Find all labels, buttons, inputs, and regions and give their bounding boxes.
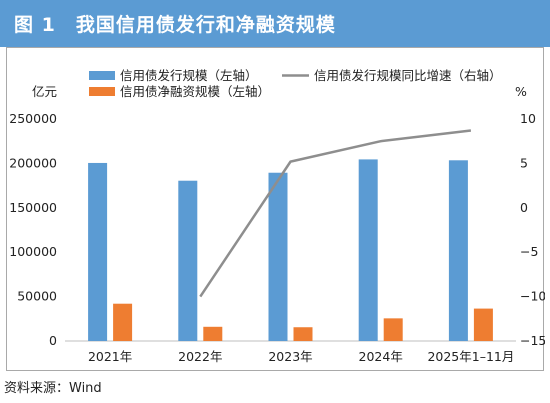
category-label: 2023年 (268, 349, 312, 364)
right-axis-unit: % (515, 84, 527, 99)
net-financing-bar (113, 303, 133, 341)
category-label: 2025年1–11月 (427, 349, 514, 364)
category-labels: 2021年 2022年 2023年 2024年 2025年1–11月 (88, 349, 514, 364)
chart: 信用债发行规模（左轴） 信用债发行规模同比增速（右轴） 信用债净融资规模（左轴）… (9, 68, 545, 364)
category-label: 2024年 (359, 349, 403, 364)
left-tick-label: 0 (49, 333, 57, 348)
legend: 信用债发行规模（左轴） 信用债发行规模同比增速（右轴） 信用债净融资规模（左轴） (89, 68, 502, 99)
left-tick-label: 150000 (9, 200, 57, 215)
legend-swatch-issuance (89, 71, 115, 80)
right-tick-label: 5 (520, 155, 528, 170)
issuance-bar (448, 160, 468, 341)
net-financing-bar (293, 327, 313, 341)
legend-label-growth: 信用债发行规模同比增速（右轴） (314, 68, 502, 83)
issuance-bar (358, 159, 378, 341)
right-tick-label: 0 (520, 200, 528, 215)
right-tick-label: 10 (520, 111, 536, 126)
chart-panel: 信用债发行规模（左轴） 信用债发行规模同比增速（右轴） 信用债净融资规模（左轴）… (6, 47, 545, 371)
left-axis-ticks: 0 50000 100000 150000 200000 250000 (9, 111, 57, 348)
left-tick-label: 250000 (9, 111, 57, 126)
growth-line (199, 129, 472, 298)
figure-header: 图 1 我国信用债发行和净融资规模 (0, 0, 550, 47)
issuance-bar (88, 162, 108, 341)
source-note: 资料来源：Wind (4, 381, 102, 396)
figure-title: 图 1 我国信用债发行和净融资规模 (14, 14, 336, 36)
bars (88, 159, 493, 341)
left-tick-label: 50000 (17, 289, 57, 304)
legend-label-issuance: 信用债发行规模（左轴） (120, 68, 258, 83)
net-financing-bar (473, 308, 493, 341)
right-tick-label: −15 (520, 333, 545, 348)
issuance-bar (178, 180, 198, 341)
legend-swatch-net-financing (89, 87, 115, 96)
legend-label-net-financing: 信用债净融资规模（左轴） (120, 84, 270, 99)
growth-line-layer (199, 129, 472, 298)
category-label: 2021年 (88, 349, 132, 364)
issuance-bar (268, 172, 288, 341)
left-tick-label: 200000 (9, 155, 57, 170)
right-axis-ticks: −15 −10 −5 0 5 10 (520, 111, 545, 348)
net-financing-bar (203, 326, 223, 341)
net-financing-bar (383, 318, 403, 341)
right-tick-label: −5 (520, 244, 538, 259)
right-tick-label: −10 (520, 289, 545, 304)
category-label: 2022年 (178, 349, 222, 364)
left-axis-unit: 亿元 (32, 84, 57, 99)
left-tick-label: 100000 (9, 244, 57, 259)
